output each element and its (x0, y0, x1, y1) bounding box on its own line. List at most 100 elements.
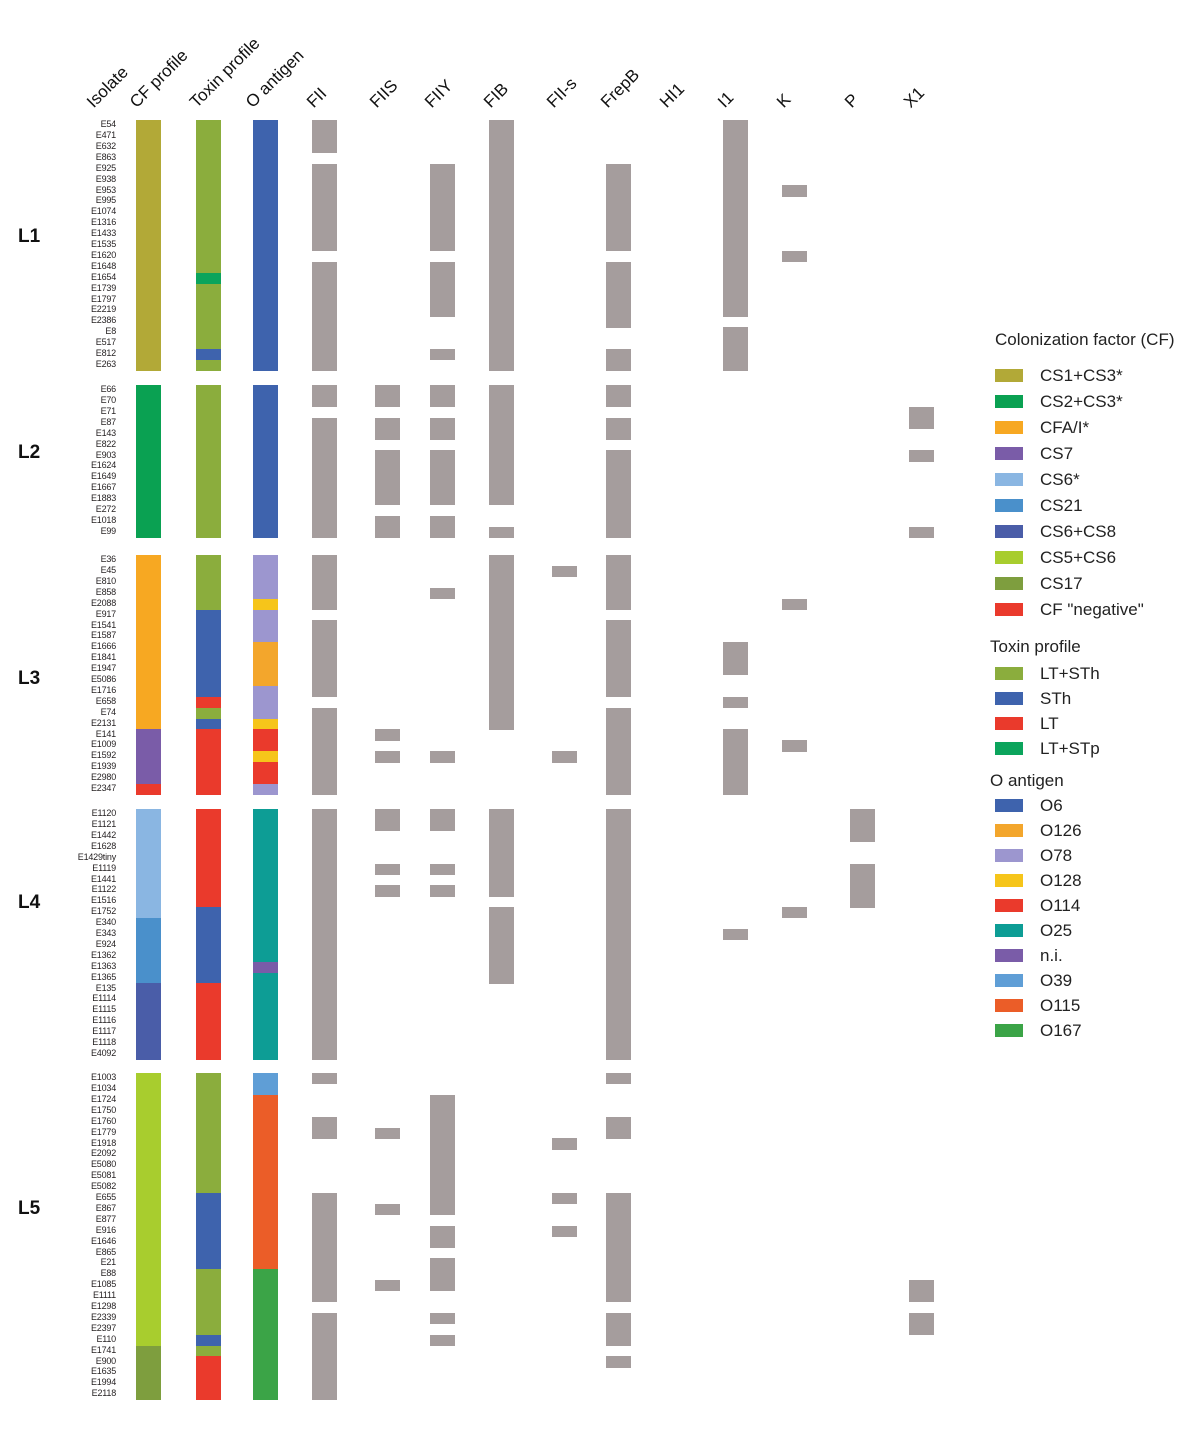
marker-bar-i1 (723, 359, 748, 372)
marker-bar-fii (312, 620, 337, 632)
o-antigen-cell (253, 983, 278, 995)
cf-cell (136, 1005, 161, 1017)
toxin-cell (196, 1048, 221, 1061)
marker-bar-frepb (606, 163, 631, 175)
cf-cell (136, 928, 161, 941)
cf-cell (136, 1367, 161, 1379)
o-antigen-cell (253, 707, 278, 719)
legend-swatch-cf (995, 447, 1023, 460)
legend-swatch-cf (995, 395, 1023, 408)
isolate-label: E1429tiny (77, 851, 116, 862)
marker-bar-frepb (606, 417, 631, 430)
cf-cell (136, 130, 161, 143)
marker-bar-fib (489, 576, 514, 589)
marker-bar-fiis (375, 461, 400, 473)
marker-bar-fii (312, 961, 337, 973)
marker-bar-fii (312, 852, 337, 864)
marker-bar-frepb (606, 450, 631, 462)
marker-bar-fiiy (430, 809, 455, 821)
marker-bar-p (850, 874, 875, 886)
marker-bar-frepb (606, 229, 631, 241)
marker-bar-frepb (606, 1269, 631, 1281)
toxin-cell (196, 417, 221, 430)
toxin-cell (196, 250, 221, 263)
marker-bar-frepb (606, 852, 631, 864)
marker-bar-fib (489, 620, 514, 632)
marker-bar-fii (312, 461, 337, 473)
marker-bar-i1 (723, 207, 748, 219)
o-antigen-cell (253, 819, 278, 832)
column-header-fiiy: FIIY (420, 75, 457, 112)
o-antigen-cell (253, 631, 278, 643)
legend-label-cf: CS1+CS3* (1040, 366, 1123, 385)
toxin-cell (196, 163, 221, 175)
column-header-cf-profile: CF profile (125, 45, 192, 112)
marker-bar-fii (312, 174, 337, 186)
cf-cell (136, 994, 161, 1006)
marker-bar-fib (489, 841, 514, 854)
legend-swatch-o (995, 924, 1023, 937)
legend-label-toxin: STh (1040, 689, 1072, 708)
marker-bar-i1 (723, 141, 748, 154)
cf-cell (136, 1389, 161, 1401)
marker-bar-i1 (723, 229, 748, 241)
marker-bar-i1 (723, 783, 748, 796)
isolate-label: E1074 (90, 206, 116, 217)
toxin-cell (196, 950, 221, 963)
marker-bar-frepb (606, 472, 631, 484)
cf-cell (136, 152, 161, 165)
isolate-label: E1592 (90, 750, 116, 761)
marker-bar-frepb (606, 841, 631, 854)
toxin-cell (196, 685, 221, 698)
isolate-label: E822 (95, 438, 116, 449)
marker-bar-fii (312, 587, 337, 600)
marker-bar-i1 (723, 642, 748, 654)
marker-bar-fib (489, 338, 514, 350)
isolate-label: E903 (95, 449, 116, 460)
marker-bar-frepb (606, 918, 631, 930)
cf-cell (136, 1116, 161, 1128)
marker-bar-fii (312, 1345, 337, 1357)
column-header-x1: X1 (899, 83, 929, 112)
marker-bar-fii (312, 653, 337, 665)
cf-cell (136, 515, 161, 528)
cf-cell (136, 664, 161, 676)
marker-bar-fii (312, 1192, 337, 1205)
isolate-label: E2980 (90, 772, 116, 783)
marker-bar-fib (489, 609, 514, 621)
marker-bar-frepb (606, 1247, 631, 1259)
cf-cell (136, 939, 161, 952)
toxin-cell (196, 631, 221, 643)
isolate-label: E45 (100, 565, 117, 575)
toxin-cell (196, 283, 221, 295)
toxin-cell (196, 1247, 221, 1259)
toxin-cell (196, 1127, 221, 1139)
marker-bar-fiis (375, 515, 400, 528)
isolate-label: E1003 (90, 1072, 116, 1083)
cf-cell (136, 885, 161, 897)
marker-bar-fib (489, 218, 514, 230)
legend-swatch-o (995, 1024, 1023, 1037)
legend-label-o: n.i. (1040, 946, 1063, 965)
marker-bar-fib (489, 565, 514, 578)
o-antigen-cell (253, 729, 278, 741)
o-antigen-cell (253, 874, 278, 886)
toxin-cell (196, 327, 221, 339)
legend-swatch-toxin (995, 692, 1023, 705)
o-antigen-cell (253, 494, 278, 506)
marker-bar-fiiy (430, 1094, 455, 1107)
cf-cell (136, 718, 161, 730)
marker-bar-frepb (606, 961, 631, 973)
toxin-cell (196, 674, 221, 687)
marker-bar-fii (312, 120, 337, 132)
marker-bar-fiiy (430, 483, 455, 495)
isolate-label: E2118 (91, 1388, 117, 1399)
marker-bar-fii (312, 885, 337, 897)
marker-bar-i1 (723, 152, 748, 165)
isolate-label: E36 (100, 554, 117, 565)
o-antigen-cell (253, 642, 278, 654)
toxin-cell (196, 526, 221, 539)
marker-bar-fii (312, 450, 337, 462)
column-header-hi1: HI1 (655, 79, 689, 112)
toxin-cell (196, 972, 221, 984)
